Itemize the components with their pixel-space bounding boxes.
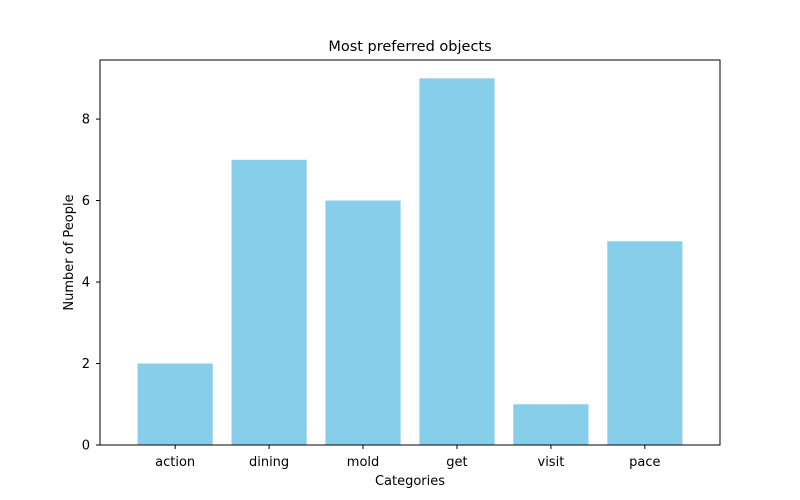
chart-title: Most preferred objects [328,39,491,55]
y-tick-label: 0 [82,439,90,454]
y-tick-label: 2 [82,357,90,372]
bar-get [419,78,495,445]
bar-pace [607,241,683,445]
x-axis-label: Categories [375,474,445,489]
y-tick-label: 6 [82,194,90,209]
y-axis-ticks: 0 2 4 6 8 [82,113,100,454]
bar-mold [325,200,401,445]
x-tick-label: mold [347,455,379,470]
x-tick-label: get [446,455,467,470]
x-tick-label: action [155,455,195,470]
bars-group [137,78,683,445]
x-tick-label: visit [538,455,565,470]
y-tick-label: 8 [82,113,90,128]
y-tick-label: 4 [82,276,90,291]
bar-action [137,363,213,445]
x-axis-ticks: action dining mold get visit pace [155,445,661,470]
bar-dining [231,159,307,445]
bar-visit [513,404,589,445]
x-tick-label: pace [629,455,660,470]
x-tick-label: dining [249,455,289,470]
y-axis-label: Number of People [62,194,77,310]
plot-area-frame [99,59,721,446]
